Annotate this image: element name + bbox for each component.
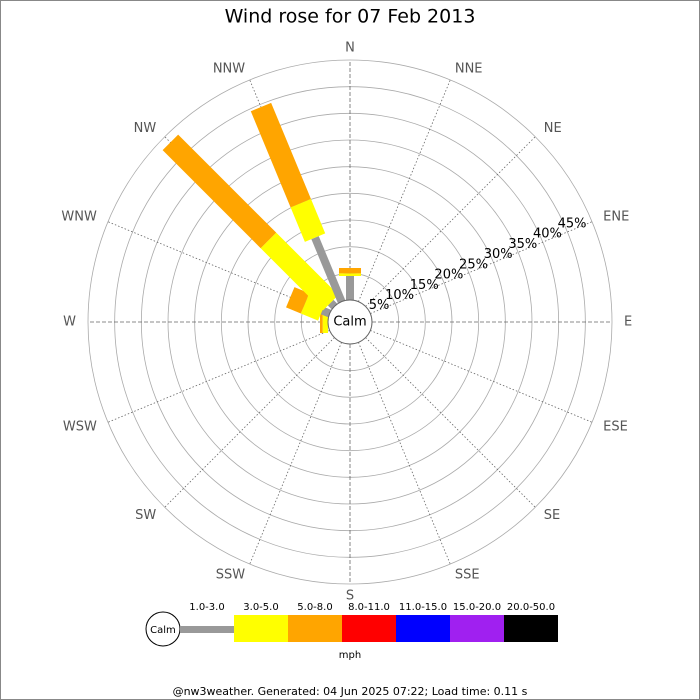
legend-swatch — [288, 615, 342, 642]
direction-label: SE — [544, 508, 560, 523]
direction-label: WSW — [63, 419, 97, 434]
bar-segment — [320, 311, 323, 333]
ring-label: 45% — [558, 217, 587, 232]
legend-label: 5.0-8.0 — [297, 602, 332, 613]
bar-segment — [339, 268, 361, 274]
bar-segment — [290, 198, 326, 242]
bar-segment — [250, 102, 311, 208]
grid-ring — [220, 192, 480, 452]
direction-label: E — [624, 315, 632, 330]
legend-unit: mph — [339, 650, 361, 661]
bar-segment — [327, 299, 338, 310]
ring-label: 40% — [533, 227, 562, 242]
spoke — [249, 342, 342, 565]
legend-label: 20.0-50.0 — [507, 602, 555, 613]
direction-label: W — [63, 315, 76, 330]
direction-label: ENE — [603, 210, 629, 225]
bar-segment — [286, 287, 310, 314]
bar-segment — [162, 134, 277, 249]
legend-label: 8.0-11.0 — [348, 602, 390, 613]
ring-label: 20% — [434, 268, 463, 283]
direction-label: ESE — [603, 419, 628, 434]
legend-swatch — [450, 615, 504, 642]
ring-label: 30% — [484, 247, 513, 262]
direction-label: NNE — [455, 61, 483, 76]
ring-label: 25% — [459, 257, 488, 272]
spoke — [370, 330, 593, 423]
spoke — [107, 330, 330, 423]
direction-label: SSW — [216, 568, 246, 583]
direction-label: S — [346, 589, 354, 604]
legend-label: 11.0-15.0 — [399, 602, 447, 613]
direction-label: NW — [134, 121, 157, 136]
direction-label: N — [345, 41, 355, 56]
ring-label: 10% — [385, 288, 414, 303]
legend-label: 15.0-20.0 — [453, 602, 501, 613]
spoke — [370, 221, 593, 314]
bar-segment — [346, 276, 354, 300]
legend-swatch — [504, 615, 558, 642]
spoke — [164, 337, 335, 508]
legend-swatch — [234, 615, 288, 642]
legend-calm-label: Calm — [150, 625, 176, 636]
legend-label: 1.0-3.0 — [189, 602, 224, 613]
bar-segment — [260, 232, 339, 311]
direction-label: SW — [135, 508, 156, 523]
chart-title: Wind rose for 07 Feb 2013 — [225, 6, 476, 28]
footer: @nw3weather. Generated: 04 Jun 2025 07:2… — [173, 685, 528, 698]
spoke — [365, 136, 536, 307]
direction-label: SSE — [455, 568, 480, 583]
ring-label: 5% — [369, 298, 390, 313]
calm-label: Calm — [333, 315, 366, 330]
calm-circle — [327, 299, 373, 345]
direction-label: NE — [544, 121, 562, 136]
grid-ring — [274, 246, 426, 398]
bar-segment — [339, 273, 361, 276]
ring-label: 35% — [508, 237, 537, 252]
direction-label: WNW — [61, 210, 97, 225]
direction-label: NNW — [213, 61, 245, 76]
grid-ring — [87, 59, 613, 585]
legend-swatch — [342, 615, 396, 642]
spoke — [365, 337, 536, 508]
spoke — [358, 79, 451, 302]
legend-swatch — [180, 626, 234, 633]
ring-label: 15% — [410, 278, 439, 293]
legend-swatch — [396, 615, 450, 642]
bar-segment — [311, 236, 346, 304]
spoke — [358, 342, 451, 565]
legend-label: 3.0-5.0 — [243, 602, 278, 613]
